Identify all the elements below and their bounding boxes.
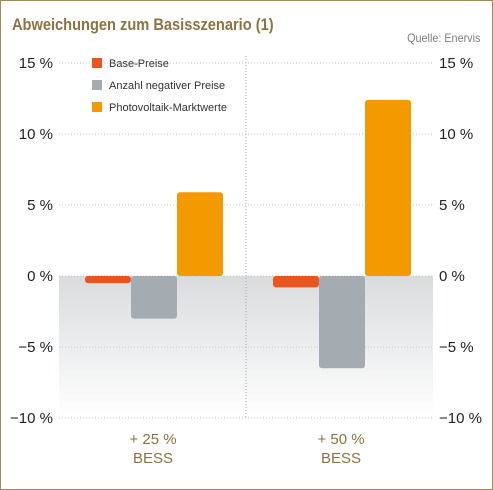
bar <box>177 192 223 276</box>
legend: Base-Preise Anzahl negativer Preise Photov… <box>92 58 227 114</box>
legend-swatch <box>92 80 102 90</box>
chart-title: Abweichungen zum Basisszenario (1) <box>12 15 274 34</box>
y-axis-ticks: 15 % 15 % 10 % 10 % 5 % 5 % 0 % 0 % −5 % −5 % −10 … <box>10 55 482 427</box>
y-tick-label-right: 10 % <box>439 126 473 143</box>
legend-label: Base-Preise <box>109 58 169 70</box>
category-label: BESS <box>133 450 173 467</box>
bar <box>131 276 177 319</box>
gridlines <box>59 56 433 419</box>
y-tick-label-left: 10 % <box>19 126 53 143</box>
bar <box>85 276 131 284</box>
legend-label: Anzahl negativer Preise <box>109 80 225 92</box>
bar <box>273 276 319 288</box>
y-tick-label-right: 0 % <box>439 268 465 285</box>
y-tick-label-left: 5 % <box>27 197 53 214</box>
category-labels: + 25 % BESS + 50 % BESS <box>129 431 364 467</box>
y-tick-label-left: −10 % <box>10 410 53 427</box>
bar <box>319 276 365 369</box>
y-tick-label-left: 15 % <box>19 55 53 72</box>
legend-label: Photovoltaik-Marktwerte <box>109 102 227 114</box>
y-tick-label-right: −10 % <box>439 410 482 427</box>
category-label: BESS <box>321 450 361 467</box>
y-tick-label-right: 15 % <box>439 55 473 72</box>
y-tick-label-left: 0 % <box>27 268 53 285</box>
bar <box>365 99 411 276</box>
category-label: + 25 % <box>129 431 176 448</box>
legend-swatch <box>92 102 102 112</box>
y-tick-label-left: −5 % <box>18 339 53 356</box>
y-tick-label-right: 5 % <box>439 197 465 214</box>
y-tick-label-right: −5 % <box>439 339 474 356</box>
legend-swatch <box>92 58 102 68</box>
category-label: + 50 % <box>317 431 364 448</box>
chart-source: Quelle: Enervis <box>406 31 480 45</box>
bars <box>85 99 411 369</box>
